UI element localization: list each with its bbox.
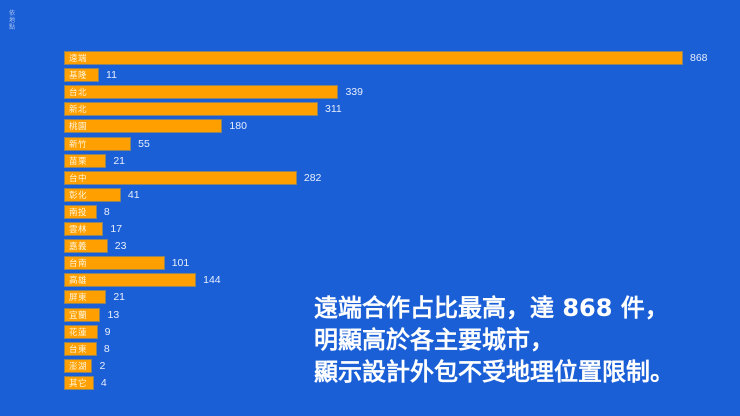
bar-row: 宜蘭 13	[64, 307, 120, 322]
bar: 彰化	[64, 187, 121, 202]
value-label: 9	[104, 325, 111, 338]
value-label: 41	[127, 188, 140, 201]
value-label: 868	[690, 52, 708, 64]
headline-line-3: 顯示設計外包不受地理位置限制。	[314, 358, 674, 386]
bar-row: 澎湖 2	[64, 358, 106, 373]
category-label: 其它	[69, 379, 88, 389]
category-label: 新竹	[69, 139, 88, 150]
bar: 台中	[64, 170, 297, 185]
category-label: 高雄	[69, 276, 88, 287]
bar: 雲林	[64, 222, 104, 237]
bar-row: 苗栗 21	[64, 153, 126, 168]
category-label: 雲林	[69, 225, 88, 236]
bar-row: 其它 4	[64, 376, 107, 390]
category-label: 宜蘭	[69, 310, 88, 321]
bar: 其它	[64, 376, 94, 390]
category-label: 澎湖	[69, 361, 88, 372]
bar: 台南	[64, 256, 165, 271]
value-label: 13	[107, 308, 120, 321]
value-label: 8	[103, 205, 110, 218]
bar-row: 台南 101	[64, 256, 190, 271]
category-label: 花蓮	[69, 327, 88, 338]
bar: 遠端	[64, 51, 683, 65]
category-label: 桃園	[69, 122, 88, 133]
bar-row: 花蓮 9	[64, 324, 111, 339]
value-label: 339	[345, 86, 363, 99]
bar-row: 基隆 11	[64, 68, 117, 83]
value-label: 4	[100, 377, 107, 389]
category-label: 台中	[69, 173, 88, 184]
headline-annotation: 遠端合作占比最高，達 868 件， 明顯高於各主要城市， 顯示設計外包不受地理位…	[314, 292, 674, 388]
chart-group-label: 依地點	[9, 10, 16, 31]
bar: 澎湖	[64, 358, 93, 373]
bar: 嘉義	[64, 239, 108, 254]
bar-row: 高雄 144	[64, 273, 221, 288]
category-label: 屏東	[69, 293, 88, 304]
category-label: 新北	[69, 105, 88, 116]
bar-row: 台中 282	[64, 170, 322, 185]
bar-row: 台北 339	[64, 85, 363, 100]
bar-row: 新北 311	[64, 102, 342, 117]
bar: 高雄	[64, 273, 197, 288]
category-label: 遠端	[69, 54, 88, 64]
category-label: 台南	[69, 259, 88, 270]
value-label: 8	[103, 342, 110, 355]
bar: 花蓮	[64, 324, 98, 339]
category-label: 彰化	[69, 190, 88, 201]
category-label: 嘉義	[69, 242, 88, 253]
bar: 台北	[64, 85, 339, 100]
category-label: 苗栗	[69, 156, 88, 167]
bar: 台東	[64, 341, 97, 356]
bar: 桃園	[64, 119, 223, 134]
value-label: 282	[303, 171, 322, 184]
value-label: 2	[99, 359, 106, 372]
value-label: 101	[171, 257, 190, 270]
bar: 南投	[64, 204, 97, 219]
bar-row: 遠端 868	[64, 51, 708, 65]
bar: 屏東	[64, 290, 107, 305]
value-label: 21	[113, 291, 126, 304]
value-label: 311	[325, 103, 342, 116]
bar: 宜蘭	[64, 307, 101, 322]
bar-row: 屏東 21	[64, 290, 126, 305]
bar-row: 新竹 55	[64, 136, 150, 151]
value-label: 180	[229, 120, 247, 133]
category-label: 台東	[69, 344, 88, 355]
headline-line-1: 遠端合作占比最高，達 868 件，	[314, 294, 669, 322]
category-label: 基隆	[69, 71, 88, 82]
value-label: 17	[110, 223, 123, 236]
value-label: 11	[106, 69, 117, 82]
category-label: 南投	[69, 207, 88, 218]
category-label: 台北	[69, 88, 88, 99]
bar: 新北	[64, 102, 319, 117]
bar: 苗栗	[64, 153, 107, 168]
value-label: 144	[203, 274, 221, 287]
value-label: 23	[114, 240, 127, 253]
bar: 基隆	[64, 68, 100, 83]
bar-row: 桃園 180	[64, 119, 247, 134]
bar: 新竹	[64, 136, 132, 151]
value-label: 55	[138, 137, 150, 150]
bar-row: 嘉義 23	[64, 239, 127, 254]
value-label: 21	[113, 154, 126, 167]
bar-row: 彰化 41	[64, 187, 140, 202]
headline-line-2: 明顯高於各主要城市，	[314, 326, 554, 354]
bar-row: 雲林 17	[64, 222, 123, 237]
bar-row: 南投 8	[64, 204, 110, 219]
bar-row: 台東 8	[64, 341, 110, 356]
